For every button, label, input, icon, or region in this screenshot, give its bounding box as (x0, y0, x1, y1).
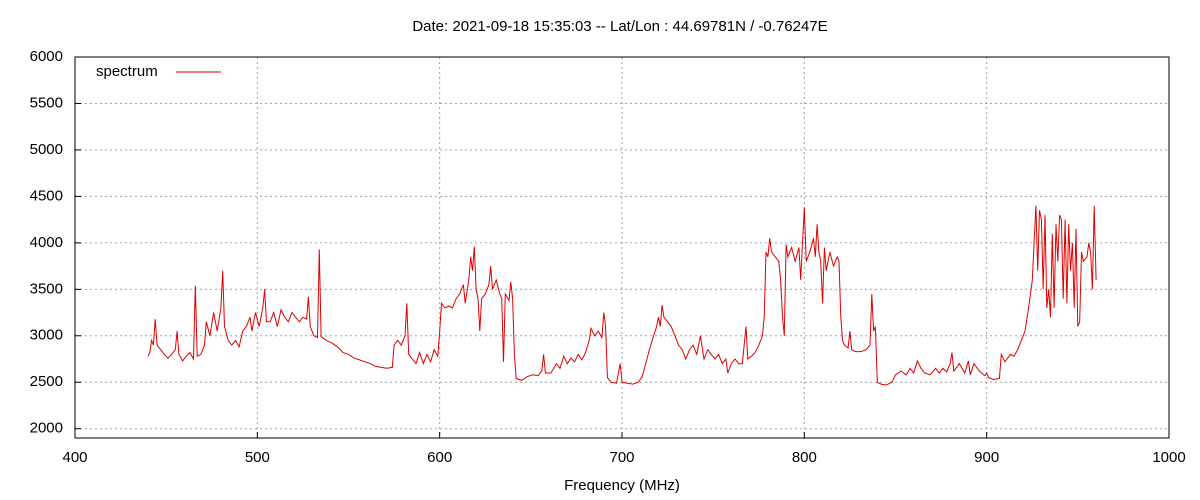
y-tick-label: 5000 (30, 141, 63, 158)
legend-label: spectrum (96, 63, 158, 80)
x-tick-label: 400 (62, 449, 87, 466)
y-tick-label: 2500 (30, 373, 63, 390)
y-tick-label: 3000 (30, 327, 63, 344)
chart-title: Date: 2021-09-18 15:35:03 -- Lat/Lon : 4… (412, 18, 827, 35)
y-tick-label: 4000 (30, 234, 63, 251)
x-tick-label: 600 (427, 449, 452, 466)
x-tick-label: 800 (792, 449, 817, 466)
plot-border (74, 56, 1170, 439)
y-tick-label: 5500 (30, 94, 63, 111)
x-tick-label: 1000 (1152, 449, 1185, 466)
y-tick-label: 6000 (30, 48, 63, 65)
x-tick-label: 500 (245, 449, 270, 466)
x-tick-label: 900 (974, 449, 999, 466)
data-line (147, 205, 1097, 386)
y-tick-label: 4500 (30, 187, 63, 204)
x-axis-label: Frequency (MHz) (564, 477, 680, 494)
y-tick-label: 3500 (30, 280, 63, 297)
y-tick-label: 2000 (30, 420, 63, 437)
x-tick-label: 700 (609, 449, 634, 466)
